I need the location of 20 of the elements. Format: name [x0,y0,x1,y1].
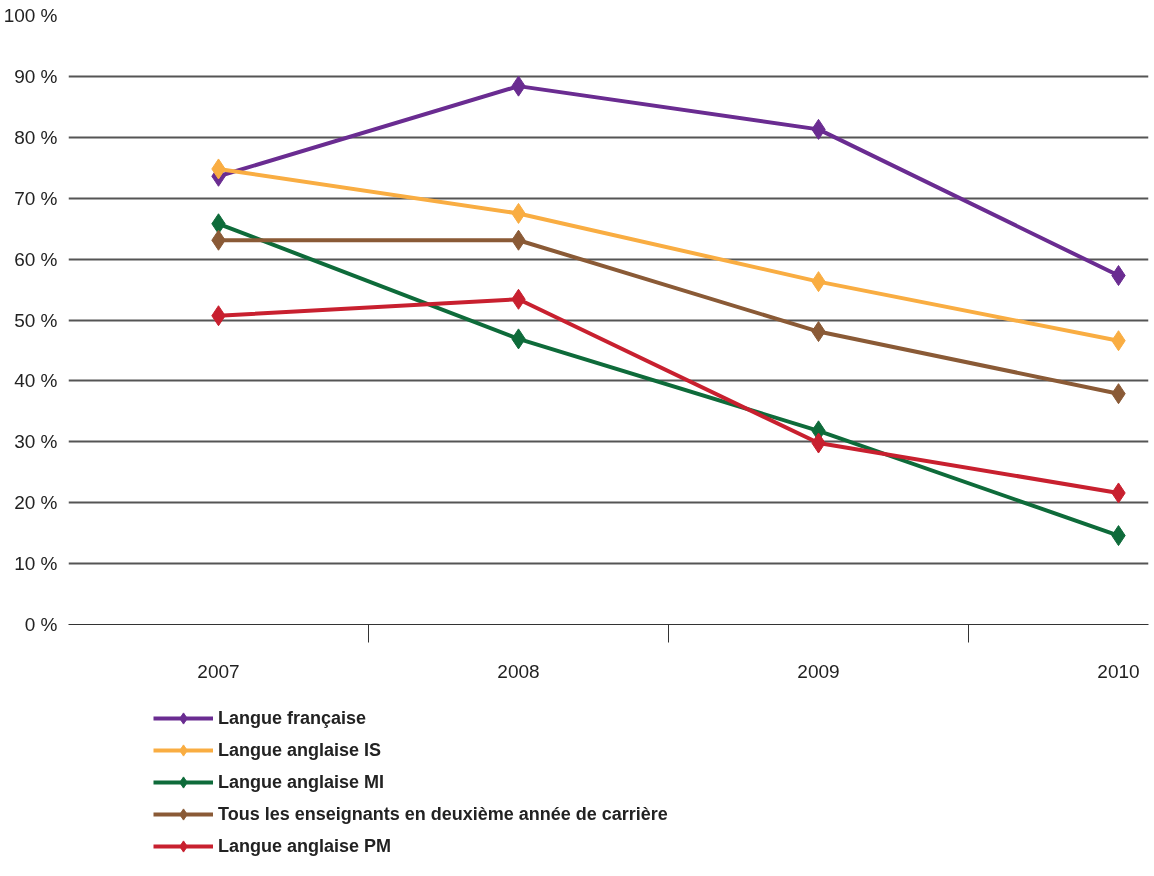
legend-label: Langue anglaise PM [218,834,392,858]
y-tick-label: 20 % [14,492,58,514]
x-tick-label: 2008 [497,660,540,682]
y-tick-label: 10 % [14,553,58,575]
y-tick-label: 0 % [24,614,58,635]
x-tick-label: 2010 [1097,660,1140,682]
x-tick-label: 2009 [797,660,840,682]
legend-label: Langue anglaise MI [218,770,385,794]
y-tick-label: 90 % [14,65,58,87]
x-tick-label: 2007 [197,660,240,682]
y-tick-label: 40 % [14,370,58,392]
legend-label: Langue anglaise IS [218,738,382,762]
y-tick-label: 50 % [14,309,58,331]
y-tick-label: 60 % [14,248,58,270]
y-tick-label: 80 % [14,126,58,148]
legend-label: Tous les enseignants en deuxième année de carrière [218,802,668,826]
y-tick-label: 30 % [14,431,58,453]
y-tick-label: 100 % [3,5,58,26]
legend-label: Langue française [218,706,367,730]
y-tick-label: 70 % [14,187,58,209]
